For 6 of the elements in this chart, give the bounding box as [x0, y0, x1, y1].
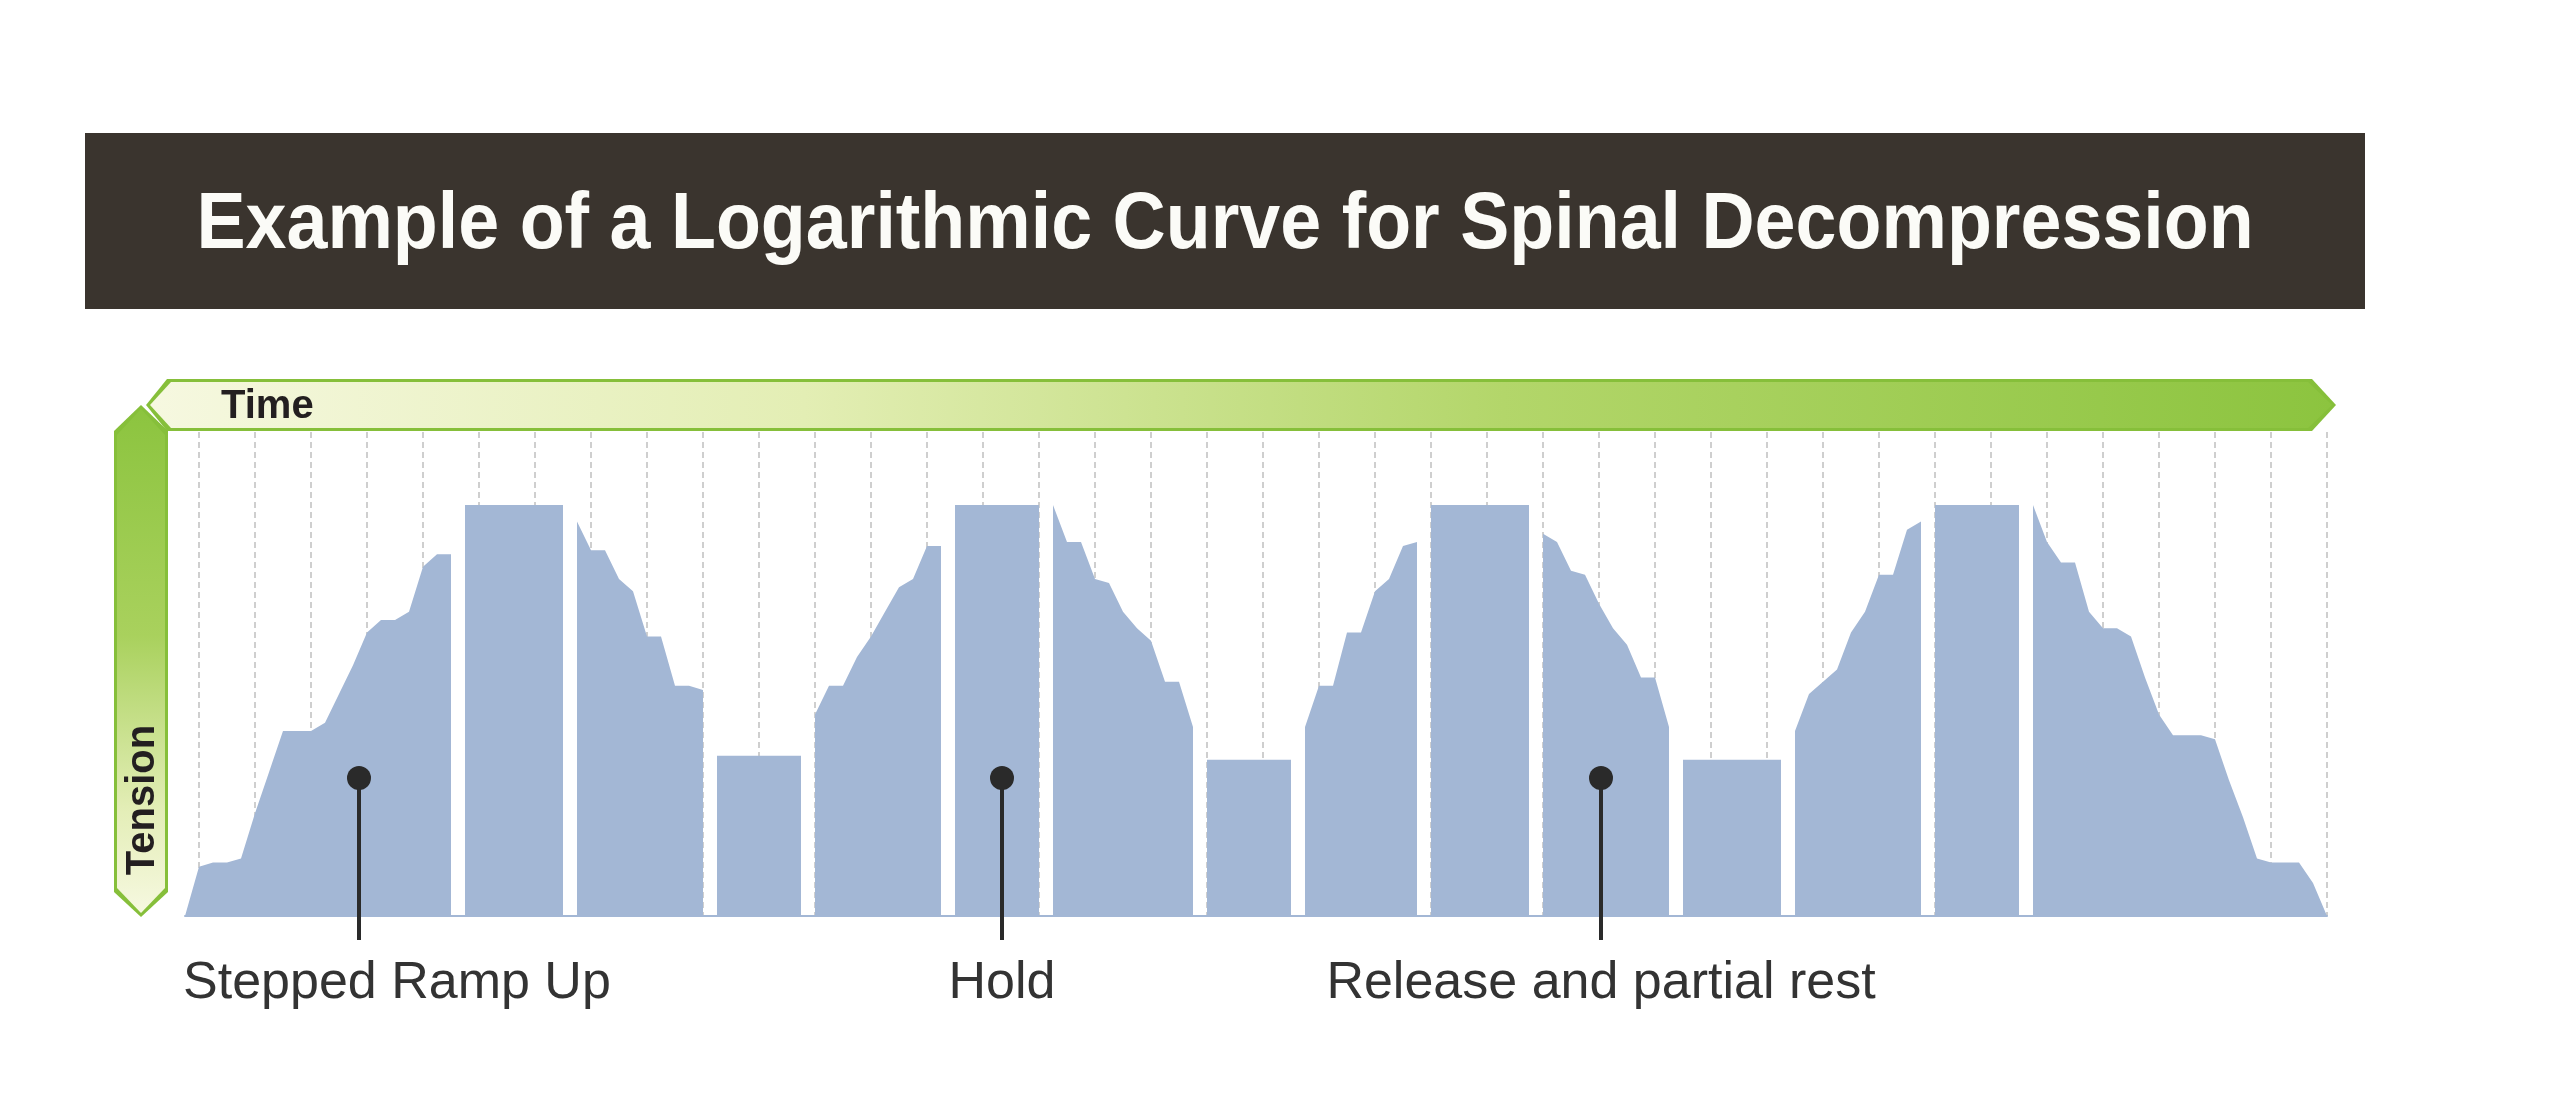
- chart-title: Example of a Logarithmic Curve for Spinal Decompression: [196, 176, 2254, 265]
- x-axis-title: Time: [221, 382, 314, 426]
- text: Hold: [948, 951, 1056, 1009]
- text: Release and partial rest: [1326, 951, 1876, 1009]
- y-axis-title: Tension: [118, 724, 162, 876]
- text: Stepped Ramp Up: [183, 951, 611, 1009]
